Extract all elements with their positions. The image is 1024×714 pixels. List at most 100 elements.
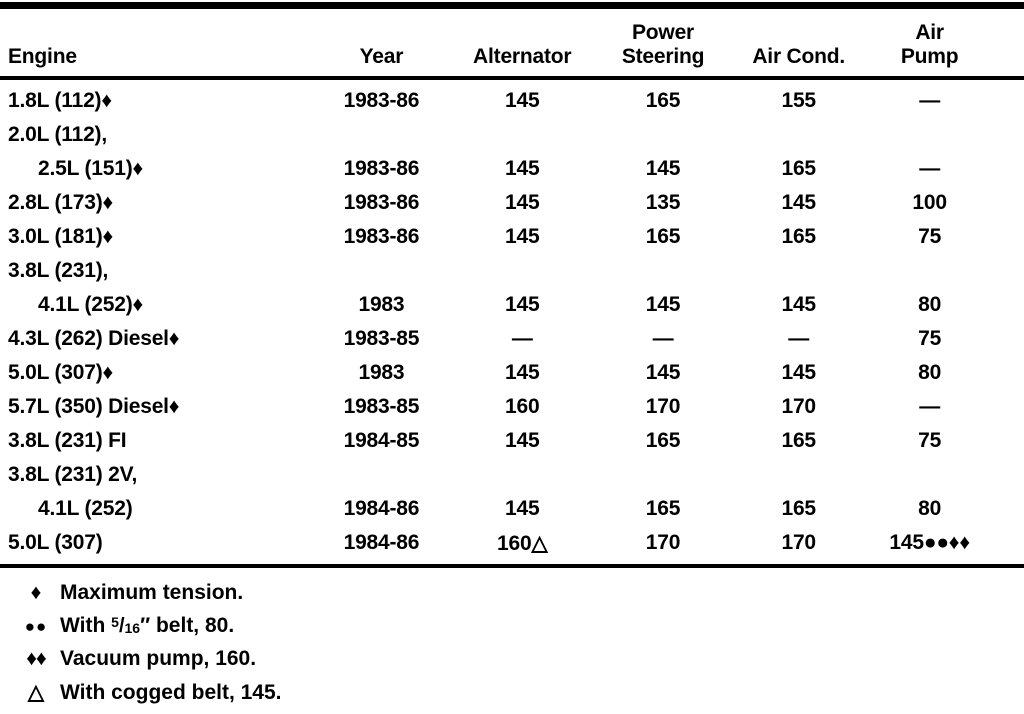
cell-air-pump	[865, 458, 1024, 492]
footnote-text-pre: With	[60, 614, 112, 637]
cell-power-steering: 165	[645, 225, 681, 248]
header-year: Year	[312, 9, 451, 80]
table-row: 5.0L (307) 1984-86 160△ 170 170 145●●♦♦	[0, 526, 1024, 560]
cell-power-steering	[594, 254, 732, 288]
cell-year: 1983	[358, 361, 405, 384]
cell-air-pump: —	[919, 89, 941, 112]
cell-engine: 4.1L (252)♦	[38, 293, 144, 316]
table-body: 1.8L (112)♦ 1983-86 145 165 155 — 2.0L (…	[0, 78, 1024, 560]
table-row: 1.8L (112)♦ 1983-86 145 165 155 —	[0, 78, 1024, 118]
header-engine: Engine	[0, 9, 313, 80]
cell-alternator: —	[511, 327, 533, 350]
header-air-pump-line2: Pump	[900, 45, 959, 68]
cell-alternator: 145	[505, 497, 540, 520]
footnotes: ♦ Maximum tension. ●● With 5/16″ belt, 8…	[0, 581, 1024, 713]
double-diamond-icon: ♦♦	[26, 647, 46, 670]
cell-alternator: 145	[505, 429, 540, 452]
cell-year: 1983-86	[343, 89, 420, 112]
table-header: Engine Year Alternator Power Steering Ai…	[0, 9, 1024, 80]
table-row: 3.8L (231) 2V,	[0, 458, 1024, 492]
table-row: 5.7L (350) Diesel♦ 1983-85 160 170 170 —	[0, 390, 1024, 424]
cell-alternator: 160△	[497, 531, 548, 555]
cell-year: 1983-86	[343, 191, 420, 214]
header-air-pump-line1: Air	[915, 21, 944, 44]
footnote-belt-80: ●● With 5/16″ belt, 80.	[12, 614, 1024, 647]
header-power-steering: Power Steering	[593, 9, 733, 80]
table-row: 3.8L (231),	[0, 254, 1024, 288]
table-row: 4.1L (252)♦ 1983 145 145 145 80	[0, 288, 1024, 322]
header-air-pump: Air Pump	[865, 9, 1024, 80]
cell-power-steering: 145	[645, 293, 681, 316]
cell-air-cond: 145	[781, 361, 816, 384]
table-row: 4.3L (262) Diesel♦ 1983-85 — — — 75	[0, 322, 1024, 356]
table-row: 3.0L (181)♦ 1983-86 145 165 165 75	[0, 220, 1024, 254]
cell-air-pump: 145●●♦♦	[889, 531, 970, 554]
cell-engine: 3.0L (181)♦	[8, 225, 114, 248]
table-row: 2.8L (173)♦ 1983-86 145 135 145 100	[0, 186, 1024, 220]
footnote-text: With 5/16″ belt, 80.	[60, 614, 234, 638]
cell-engine: 3.8L (231) 2V,	[8, 463, 138, 486]
cell-air-pump: 75	[918, 429, 942, 452]
cell-engine: 3.8L (231) FI	[8, 429, 127, 452]
cell-air-pump: —	[919, 395, 941, 418]
cell-year: 1983	[358, 293, 405, 316]
cell-air-cond: 145	[781, 293, 816, 316]
cell-engine: 4.1L (252)	[38, 497, 133, 520]
cell-engine: 2.8L (173)♦	[8, 191, 114, 214]
footnote-text: With cogged belt, 145.	[60, 681, 282, 704]
cell-alternator: 145	[505, 293, 540, 316]
cell-air-cond: 170	[781, 395, 816, 418]
cell-power-steering: 165	[645, 429, 681, 452]
cell-year: 1984-86	[343, 531, 420, 554]
top-rule	[0, 2, 1024, 9]
cell-alternator: 145	[505, 157, 540, 180]
table-row: 3.8L (231) FI 1984-85 145 165 165 75	[0, 424, 1024, 458]
cell-air-cond: —	[788, 327, 810, 350]
footnote-vacuum-pump: ♦♦ Vacuum pump, 160.	[12, 647, 1024, 680]
cell-air-cond: 155	[781, 89, 816, 112]
cell-air-cond	[732, 254, 865, 288]
footnote-text: Maximum tension.	[60, 581, 244, 604]
cell-power-steering: 135	[645, 191, 681, 214]
cell-air-pump: 100	[912, 191, 947, 214]
cell-alternator: 160	[505, 395, 540, 418]
cell-air-pump	[865, 254, 1024, 288]
cell-power-steering	[594, 118, 732, 152]
table-row: 5.0L (307)♦ 1983 145 145 145 80	[0, 356, 1024, 390]
footnote-text: Vacuum pump, 160.	[60, 647, 257, 670]
footnote-cogged-belt: △ With cogged belt, 145.	[12, 680, 1024, 713]
cell-year: 1983-86	[343, 225, 420, 248]
cell-power-steering	[594, 458, 732, 492]
cell-year	[312, 118, 450, 152]
cell-air-pump: 80	[918, 293, 942, 316]
header-alternator: Alternator	[450, 9, 594, 80]
cell-year	[312, 458, 450, 492]
cell-power-steering: 165	[645, 497, 681, 520]
cell-air-cond	[732, 118, 865, 152]
cell-air-cond: 165	[781, 429, 816, 452]
cell-engine: 2.5L (151)♦	[38, 157, 144, 180]
cell-engine: 1.8L (112)♦	[8, 89, 112, 112]
header-air-cond: Air Cond.	[732, 9, 866, 80]
cell-air-pump: 80	[918, 497, 942, 520]
cell-air-pump: —	[919, 157, 941, 180]
cell-year	[312, 254, 450, 288]
cell-air-cond: 165	[781, 497, 816, 520]
cell-year: 1984-85	[343, 429, 420, 452]
cell-power-steering: 145	[645, 361, 681, 384]
cell-engine: 5.0L (307)	[8, 531, 103, 554]
header-row: Engine Year Alternator Power Steering Ai…	[0, 9, 1024, 80]
cell-alternator	[451, 118, 594, 152]
footer-rule	[0, 564, 1024, 568]
fraction-slash: /	[118, 615, 125, 637]
table-row: 4.1L (252) 1984-86 145 165 165 80	[0, 492, 1024, 526]
triangle-icon: △	[27, 681, 45, 704]
cell-alternator	[451, 458, 594, 492]
cell-engine: 5.0L (307)♦	[8, 361, 114, 384]
cell-air-cond: 165	[781, 157, 816, 180]
cell-year: 1983-86	[343, 157, 420, 180]
footnote-maximum-tension: ♦ Maximum tension.	[12, 581, 1024, 614]
cell-air-cond: 170	[781, 531, 816, 554]
table-row: 2.5L (151)♦ 1983-86 145 145 165 —	[0, 152, 1024, 186]
header-power-steering-line2: Steering	[621, 45, 705, 68]
